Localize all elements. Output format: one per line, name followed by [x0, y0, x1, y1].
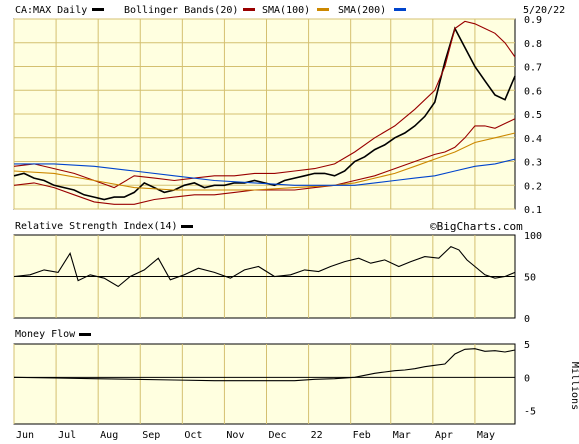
- x-tick-label: Aug: [100, 430, 118, 441]
- y-tick-label: 0.4: [524, 134, 542, 145]
- y-tick-label: -5: [524, 407, 536, 418]
- bigcharts-watermark: ©BigCharts.com: [430, 220, 523, 233]
- series-line-0: [13, 26, 516, 201]
- moneyflow-panel: [13, 343, 516, 425]
- legend-swatch-sma200: [394, 8, 406, 11]
- series-line-0: [13, 348, 516, 382]
- y-tick-label: 50: [524, 273, 536, 284]
- y-tick-label: 0.9: [524, 15, 542, 26]
- y-tick-label: 0: [524, 373, 530, 384]
- y-tick-label: 0: [524, 314, 530, 325]
- x-tick-label: Jul: [58, 430, 76, 441]
- x-tick-label: 22: [311, 430, 323, 441]
- x-tick-label: Nov: [226, 430, 244, 441]
- rsi-series: [13, 245, 516, 288]
- series-line-4: [14, 158, 516, 186]
- y-tick-label: 100: [524, 231, 542, 242]
- y-tick-label: 0.8: [524, 39, 542, 50]
- price-tick-labels: 0.9 0.8 0.7 0.6 0.5 0.4 0.3 0.2 0.1: [524, 15, 542, 216]
- legend-sma100-label: SMA(100): [262, 5, 310, 16]
- moneyflow-title: Money Flow: [15, 329, 76, 340]
- chart-date: 5/20/22: [523, 5, 565, 16]
- rsi-tick-labels: 100 50 0: [524, 231, 542, 325]
- moneyflow-ylabel: Millions: [569, 362, 579, 410]
- price-series: [13, 20, 516, 205]
- series-line-1: [13, 20, 516, 189]
- series-line-2: [13, 118, 516, 205]
- legend-sma200-label: SMA(200): [338, 5, 386, 16]
- y-tick-label: 5: [524, 340, 530, 351]
- series-line-3: [13, 132, 516, 191]
- price-title: CA:MAX Daily: [15, 5, 87, 16]
- x-tick-label: Feb: [353, 430, 371, 441]
- y-tick-label: 0.3: [524, 158, 542, 169]
- x-tick-labels: Jun Jul Aug Sep Oct Nov Dec 22 Feb Mar Apr May: [16, 430, 495, 441]
- x-tick-label: Sep: [142, 430, 160, 441]
- series-line-0: [13, 245, 516, 288]
- y-tick-label: 0.6: [524, 86, 542, 97]
- moneyflow-grid: [13, 344, 515, 424]
- y-tick-label: 0.1: [524, 205, 542, 216]
- x-tick-label: May: [477, 430, 495, 441]
- x-tick-label: Oct: [184, 430, 202, 441]
- y-tick-label: 0.2: [524, 181, 542, 192]
- moneyflow-tick-labels: 5 0 -5: [524, 340, 536, 418]
- y-tick-label: 0.7: [524, 63, 542, 74]
- rsi-title: Relative Strength Index(14): [15, 221, 178, 232]
- price-grid: [13, 18, 515, 210]
- legend-swatch-moneyflow: [79, 333, 91, 336]
- legend-swatch-sma100: [317, 8, 329, 11]
- moneyflow-series: [13, 348, 516, 382]
- y-tick-label: 0.5: [524, 110, 542, 121]
- x-tick-label: Apr: [435, 430, 453, 441]
- legend-swatch-rsi: [181, 225, 193, 228]
- x-tick-label: Jun: [16, 430, 34, 441]
- x-tick-label: Dec: [269, 430, 287, 441]
- legend-swatch-price: [92, 8, 104, 11]
- legend-swatch-bollinger: [243, 8, 255, 11]
- x-tick-label: Mar: [393, 430, 411, 441]
- legend-bollinger-label: Bollinger Bands(20): [124, 5, 238, 16]
